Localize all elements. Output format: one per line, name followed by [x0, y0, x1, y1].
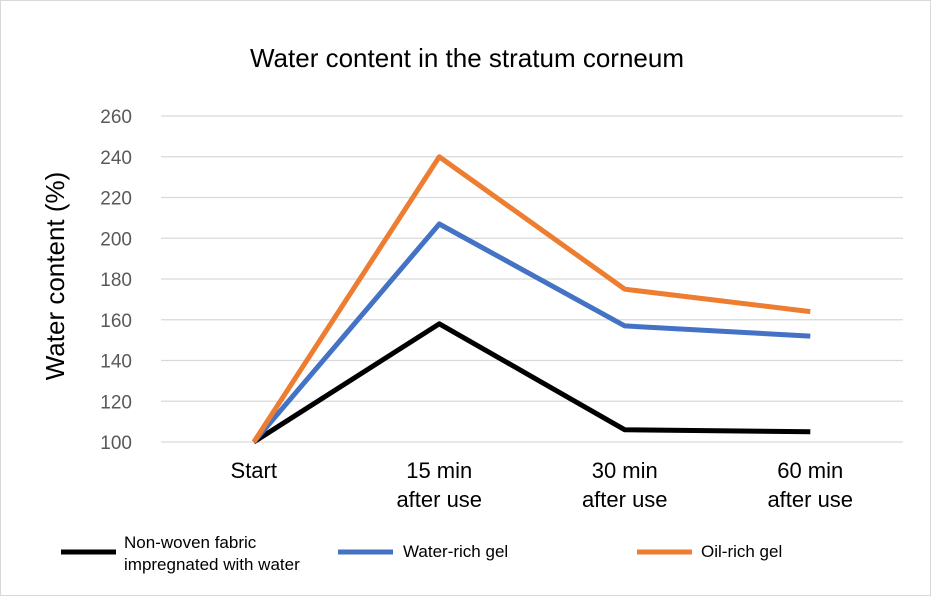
y-axis-label: Water content (%) — [40, 172, 70, 381]
y-tick-label: 200 — [100, 229, 132, 250]
y-tick-label: 240 — [100, 148, 132, 169]
gridlines — [161, 116, 903, 442]
y-axis-ticks: 100 120 140 160 180 200 220 240 260 — [100, 107, 132, 454]
legend-label: Oil-rich gel — [701, 542, 782, 561]
y-tick-label: 120 — [100, 392, 132, 413]
x-tick-label: Start — [231, 458, 277, 483]
y-tick-label: 180 — [100, 270, 132, 291]
chart-title: Water content in the stratum corneum — [250, 43, 684, 73]
series-line — [254, 157, 811, 442]
y-tick-label: 220 — [100, 189, 132, 210]
series-line — [254, 224, 811, 442]
y-tick-label: 140 — [100, 352, 132, 373]
series-lines — [254, 157, 811, 442]
y-tick-label: 100 — [100, 433, 132, 454]
y-tick-label: 160 — [100, 311, 132, 332]
y-tick-label: 260 — [100, 107, 132, 128]
legend-label: Water-rich gel — [403, 542, 508, 561]
